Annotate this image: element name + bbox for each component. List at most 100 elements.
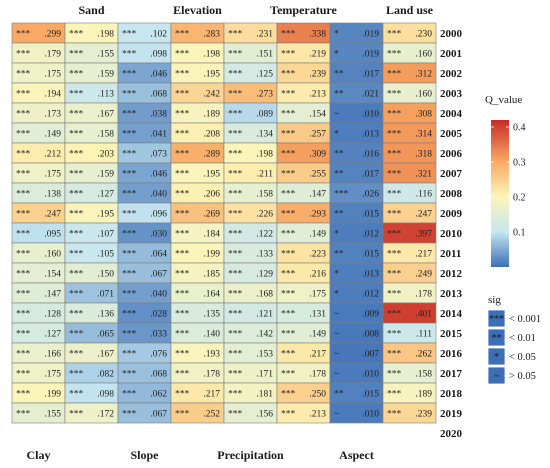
cell-value-label: .015	[362, 390, 379, 400]
cell-value-label: .038	[150, 110, 167, 120]
cell-value-label: .223	[309, 250, 326, 260]
cell-sig-label: ***	[228, 350, 243, 360]
cell-value-label: .198	[97, 30, 114, 40]
cell-value-label: .159	[97, 70, 114, 80]
cell-sig-label: ***	[122, 130, 137, 140]
cell-sig-label: ***	[228, 90, 243, 100]
cell-value-label: .195	[203, 70, 220, 80]
cell-sig-label: ***	[69, 210, 84, 220]
cell-sig-label: ***	[175, 390, 190, 400]
cell-sig-label: ***	[281, 270, 296, 280]
cell-value-label: .167	[97, 110, 114, 120]
cell-value-label: .015	[362, 210, 379, 220]
cell-sig-label: ***	[69, 350, 84, 360]
cell-sig-label: ***	[122, 410, 137, 420]
cell-sig-label: ***	[387, 190, 402, 200]
cell-value-label: .065	[97, 330, 114, 340]
cell-value-label: .140	[203, 330, 220, 340]
cell-sig-label: ***	[175, 350, 190, 360]
cell-value-label: .158	[256, 190, 273, 200]
sig-legend-symbol: *	[494, 352, 499, 363]
cell-sig-label: ***	[175, 130, 190, 140]
cell-value-label: .158	[415, 370, 432, 380]
cell-value-label: .009	[362, 310, 379, 320]
cell-sig-label: ***	[69, 390, 84, 400]
cell-sig-label: ***	[281, 90, 296, 100]
cell-value-label: .155	[44, 410, 61, 420]
cell-sig-label: ***	[16, 190, 31, 200]
cell-value-label: .013	[362, 270, 379, 280]
cell-value-label: .194	[44, 90, 61, 100]
cell-sig-label: *	[334, 290, 339, 300]
cell-value-label: .098	[150, 50, 167, 60]
cell-sig-label: **	[334, 70, 344, 80]
cell-value-label: .178	[309, 370, 326, 380]
sig-legend-label: > 0.05	[509, 371, 536, 382]
cell-sig-label: ***	[175, 30, 190, 40]
cell-sig-label: ***	[281, 370, 296, 380]
column-label-top: Land use	[386, 3, 434, 17]
cell-sig-label: ***	[16, 370, 31, 380]
cell-value-label: .160	[44, 250, 61, 260]
cell-value-label: .133	[256, 250, 273, 260]
sig-legend-key	[487, 328, 506, 347]
cell-sig-label: ***	[228, 170, 243, 180]
cell-value-label: .247	[415, 210, 432, 220]
cell-sig-label: ***	[16, 70, 31, 80]
cell-sig-label: ***	[175, 70, 190, 80]
cell-sig-label: ***	[281, 410, 296, 420]
cell-sig-label: ***	[175, 330, 190, 340]
cell-value-label: .149	[44, 130, 61, 140]
cell-value-label: .226	[256, 210, 273, 220]
cell-sig-label: ***	[281, 230, 296, 240]
row-label: 2006	[440, 148, 463, 160]
cell-sig-label: ~	[334, 330, 339, 340]
cell-value-label: .195	[203, 170, 220, 180]
cell-value-label: .247	[44, 210, 61, 220]
row-label: 2018	[440, 388, 463, 400]
cell-value-label: .173	[44, 110, 61, 120]
row-label: 2000	[440, 28, 463, 40]
cell-value-label: .239	[415, 410, 432, 420]
row-label: 2014	[440, 308, 463, 320]
cell-value-label: .217	[415, 250, 432, 260]
cell-value-label: .067	[150, 410, 167, 420]
cell-value-label: .129	[256, 270, 273, 280]
sig-legend-label: < 0.001	[509, 314, 541, 325]
column-label-top: Temperature	[270, 3, 337, 17]
cell-sig-label: ***	[16, 150, 31, 160]
cell-value-label: .095	[44, 230, 61, 240]
cell-sig-label: ***	[69, 410, 84, 420]
cell-value-label: .071	[97, 290, 114, 300]
cell-value-label: .308	[415, 110, 432, 120]
cell-value-label: .262	[415, 350, 432, 360]
cell-value-label: .166	[44, 350, 61, 360]
cell-value-label: .067	[150, 270, 167, 280]
cell-sig-label: **	[334, 210, 344, 220]
cell-value-label: .064	[150, 250, 167, 260]
row-label: 2013	[440, 288, 463, 300]
cell-sig-label: ***	[16, 130, 31, 140]
cell-sig-label: ***	[69, 50, 84, 60]
colorbar-tick-label: 0.3	[513, 158, 526, 169]
cell-sig-label: ***	[175, 50, 190, 60]
cell-value-label: .155	[97, 50, 114, 60]
cell-sig-label: ***	[16, 330, 31, 340]
cell-sig-label: ***	[228, 70, 243, 80]
cell-value-label: .021	[362, 90, 379, 100]
cell-sig-label: ***	[387, 30, 402, 40]
sig-legend-key	[487, 366, 506, 385]
row-label: 2011	[440, 248, 461, 260]
cell-sig-label: ***	[228, 330, 243, 340]
cell-value-label: .184	[203, 230, 220, 240]
cell-sig-label: ***	[228, 110, 243, 120]
cell-value-label: .127	[97, 190, 114, 200]
cell-value-label: .040	[150, 190, 167, 200]
row-label: 2019	[440, 408, 463, 420]
cell-sig-label: ***	[122, 270, 137, 280]
cell-value-label: .010	[362, 370, 379, 380]
sig-legend-symbol: ~	[494, 371, 500, 382]
cell-value-label: .147	[44, 290, 61, 300]
cell-sig-label: ***	[281, 190, 296, 200]
cell-value-label: .199	[44, 390, 61, 400]
